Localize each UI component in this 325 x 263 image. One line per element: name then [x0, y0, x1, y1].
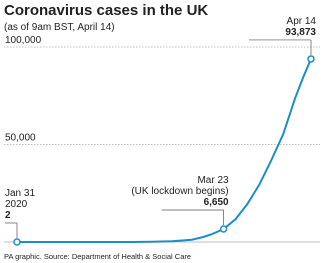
point-label: Apr 14	[287, 16, 317, 27]
point-label: (UK lockdown begins)	[131, 186, 228, 197]
value-label: 93,873	[285, 27, 316, 38]
point-marker	[219, 225, 228, 233]
point-label: Jan 31	[5, 188, 35, 199]
data-line	[16, 58, 312, 243]
source-note: PA graphic. Source: Department of Health…	[4, 252, 191, 261]
point-label: 2020	[5, 199, 28, 210]
chart-title: Coronavirus cases in the UK	[4, 2, 208, 19]
point-marker	[307, 55, 315, 63]
value-label: 6,650	[204, 197, 229, 208]
y-tick-label: 50,000	[5, 133, 36, 144]
chart-subtitle: (as of 9am BST, April 14)	[4, 22, 115, 33]
y-tick-label: 100,000	[5, 35, 42, 46]
point-marker	[13, 238, 21, 246]
point-label: Mar 23	[197, 175, 229, 186]
value-label: 2	[5, 210, 11, 221]
